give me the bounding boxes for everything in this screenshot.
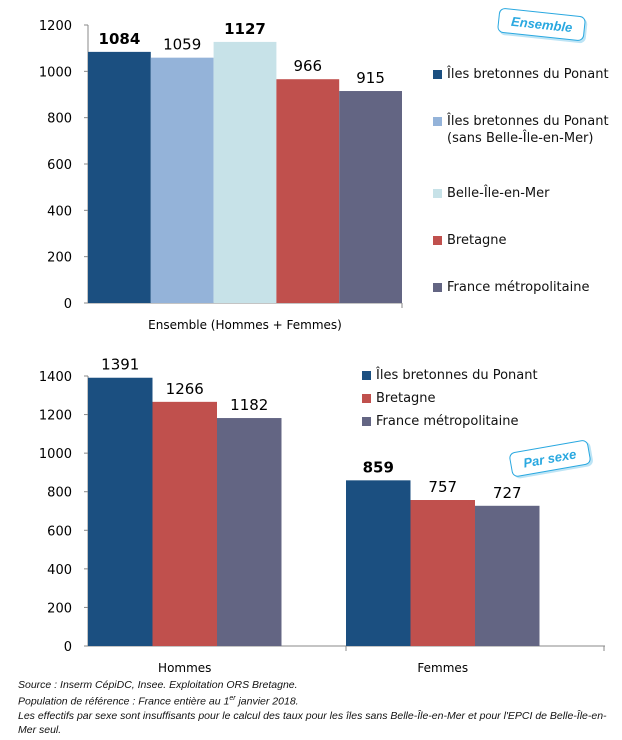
note-text: Population de référence : France entière…	[18, 695, 230, 708]
legend-item: Bretagne	[362, 390, 612, 407]
legend-item: Îles bretonnes du Ponant (sans Belle-Île…	[433, 113, 613, 147]
legend-label: Bretagne	[447, 233, 507, 248]
y-tick-label: 1000	[39, 447, 72, 462]
bar	[276, 79, 340, 304]
y-tick-label: 800	[47, 486, 72, 501]
legend-item: Bretagne	[433, 232, 613, 249]
bar	[152, 401, 217, 646]
legend-swatch	[433, 117, 442, 126]
y-tick-label: 1200	[39, 409, 72, 424]
legend-swatch	[362, 394, 371, 403]
y-tick-label: 600	[47, 524, 72, 539]
value-label: 757	[428, 478, 457, 496]
y-tick-label: 600	[47, 158, 72, 173]
notes: Source : Inserm CépiDC, Insee. Exploitat…	[18, 678, 618, 737]
legend: Îles bretonnes du Ponant Bretagne France m…	[362, 367, 612, 430]
y-tick-label: 800	[47, 112, 72, 127]
x-tick-label: Hommes	[158, 661, 211, 675]
note-text: janvier 2018.	[235, 695, 299, 708]
bar	[217, 418, 282, 646]
legend-swatch	[433, 70, 442, 79]
bar	[475, 505, 540, 646]
y-tick-label: 200	[47, 251, 72, 266]
legend-label: Îles bretonnes du Ponant	[447, 67, 609, 82]
legend-swatch	[362, 417, 371, 426]
bar	[88, 377, 153, 646]
legend-item: France métropolitaine	[433, 279, 613, 296]
value-label: 1391	[101, 356, 139, 374]
y-tick-label: 400	[47, 563, 72, 578]
y-tick-label: 1000	[39, 65, 72, 80]
legend-item: France métropolitaine	[362, 413, 612, 430]
source-note: Source : Inserm CépiDC, Insee. Exploitat…	[18, 679, 298, 691]
legend-label: Bretagne	[376, 391, 436, 406]
legend-swatch	[433, 189, 442, 198]
value-label: 915	[356, 69, 385, 87]
legend-swatch	[433, 236, 442, 245]
bar	[339, 91, 402, 304]
x-tick-label: Ensemble (Hommes + Femmes)	[148, 318, 342, 332]
legend-item: Îles bretonnes du Ponant	[433, 66, 613, 83]
legend-label: Îles bretonnes du Ponant (sans Belle-Île…	[447, 114, 609, 146]
value-label: 1127	[224, 20, 266, 38]
legend-item: Belle-Île-en-Mer	[433, 185, 613, 202]
bar	[410, 500, 475, 646]
y-tick-label: 1400	[39, 370, 72, 385]
value-label: 1084	[99, 30, 141, 48]
note-sup: er	[229, 695, 236, 702]
legend: Îles bretonnes du Ponant Îles bretonnes d…	[433, 66, 613, 296]
legend-swatch	[362, 371, 371, 380]
x-tick-label: Femmes	[417, 661, 468, 675]
value-label: 1182	[230, 396, 268, 414]
value-label: 727	[493, 484, 522, 502]
value-label: 1266	[166, 380, 204, 398]
remark-note: Les effectifs par sexe sont insuffisants…	[18, 709, 607, 736]
bar	[213, 41, 277, 303]
y-tick-label: 0	[64, 297, 72, 312]
legend-label: Belle-Île-en-Mer	[447, 186, 550, 201]
value-label: 859	[363, 458, 394, 476]
bar	[346, 480, 411, 646]
y-tick-label: 200	[47, 601, 72, 616]
legend-label: France métropolitaine	[447, 280, 590, 295]
legend-label: Îles bretonnes du Ponant	[376, 368, 538, 383]
bar	[88, 51, 151, 303]
legend-label: France métropolitaine	[376, 414, 519, 429]
value-label: 966	[293, 57, 322, 75]
population-note: Population de référence : France entière…	[18, 692, 618, 709]
y-tick-label: 400	[47, 204, 72, 219]
y-tick-label: 1200	[39, 19, 72, 34]
bar	[150, 57, 214, 303]
value-label: 1059	[163, 36, 201, 54]
y-tick-label: 0	[64, 640, 72, 655]
legend-item: Îles bretonnes du Ponant	[362, 367, 612, 384]
legend-swatch	[433, 283, 442, 292]
